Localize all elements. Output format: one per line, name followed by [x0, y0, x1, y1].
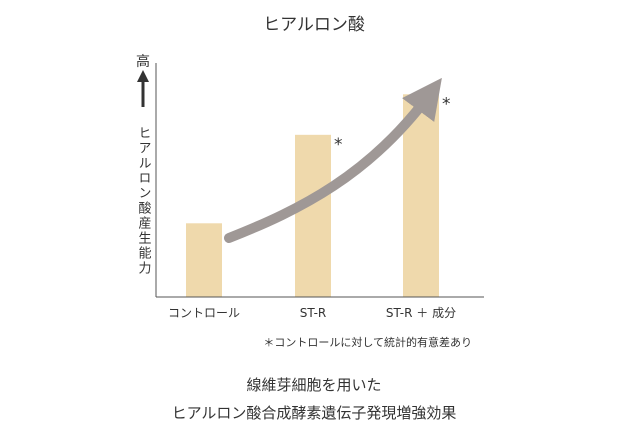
bar-1: [186, 223, 222, 297]
x-tick-label-3: ST-R ＋ 成分: [386, 306, 456, 320]
bar-3: [403, 94, 439, 298]
chart-title: ヒアルロン酸: [263, 15, 365, 35]
significance-mark-2: *: [334, 135, 343, 155]
footnote: ＊コントロールに対して統計的有意差あり: [263, 335, 472, 349]
x-tick-label-1: コントロール: [168, 306, 240, 320]
trend-arrow: [224, 77, 442, 243]
y-axis-label: ヒアルロン酸産生能力: [136, 126, 152, 276]
significance-mark-3: *: [442, 94, 451, 114]
bar-2: [295, 134, 331, 297]
caption-line-1: 線維芽細胞を用いた: [246, 376, 381, 394]
up-arrow-icon: [137, 70, 149, 107]
caption-line-2: ヒアルロン酸合成酵素遺伝子発現増強効果: [172, 404, 457, 422]
y-axis-high-label: 高: [136, 53, 150, 70]
x-tick-label-2: ST-R: [300, 306, 327, 320]
